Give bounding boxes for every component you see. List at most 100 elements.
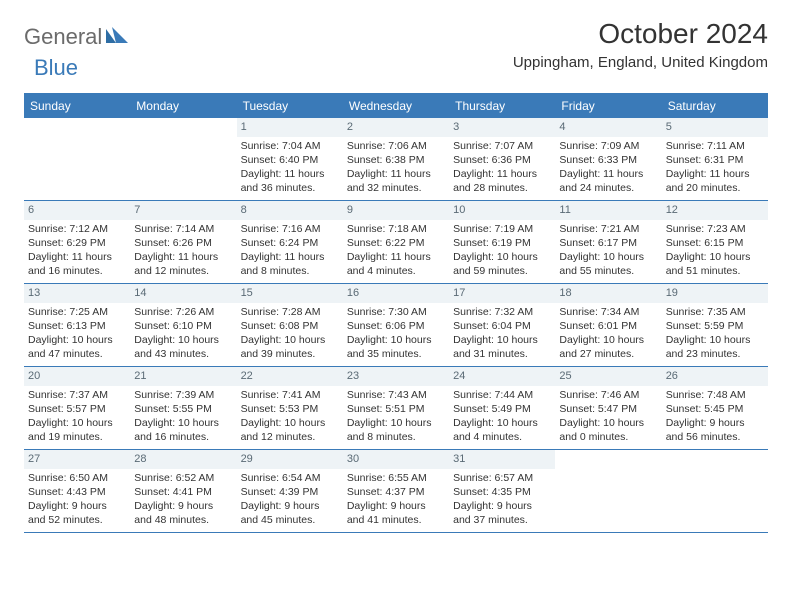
- sunrise-text: Sunrise: 7:39 AM: [134, 388, 232, 402]
- logo-word-1: General: [24, 24, 102, 50]
- day-number: 28: [130, 450, 236, 469]
- sunrise-text: Sunrise: 7:25 AM: [28, 305, 126, 319]
- day-cell: 26Sunrise: 7:48 AMSunset: 5:45 PMDayligh…: [662, 367, 768, 449]
- daylight-text: Daylight: 9 hours and 56 minutes.: [666, 416, 764, 444]
- day-cell: 9Sunrise: 7:18 AMSunset: 6:22 PMDaylight…: [343, 201, 449, 283]
- day-cell: [555, 450, 661, 532]
- sunrise-text: Sunrise: 7:11 AM: [666, 139, 764, 153]
- day-cell: 12Sunrise: 7:23 AMSunset: 6:15 PMDayligh…: [662, 201, 768, 283]
- week-row: 27 Sunrise: 6:50 AMSunset: 4:43 PM Dayligh…: [24, 450, 768, 533]
- day-number: 4: [555, 118, 661, 137]
- logo-word-2: Blue: [34, 55, 78, 81]
- day-number: 13: [24, 284, 130, 303]
- sunset-text: Sunset: 4:43 PM: [28, 485, 126, 499]
- sunrise-text: Sunrise: 7:35 AM: [666, 305, 764, 319]
- sunset-text: Sunset: 6:38 PM: [347, 153, 445, 167]
- day-number: 23: [343, 367, 449, 386]
- dow-cell: Saturday: [662, 95, 768, 118]
- dow-cell: Tuesday: [237, 95, 343, 118]
- day-number: 24: [449, 367, 555, 386]
- day-cell: 18Sunrise: 7:34 AMSunset: 6:01 PMDayligh…: [555, 284, 661, 366]
- day-cell: 13Sunrise: 7:25 AMSunset: 6:13 PMDayligh…: [24, 284, 130, 366]
- day-number: 10: [449, 201, 555, 220]
- day-cell: 25Sunrise: 7:46 AMSunset: 5:47 PMDayligh…: [555, 367, 661, 449]
- day-cell: [130, 118, 236, 200]
- day-number: 3: [449, 118, 555, 137]
- sunrise-text: Sunrise: 7:16 AM: [241, 222, 339, 236]
- week-row: 1Sunrise: 7:04 AMSunset: 6:40 PMDaylight…: [24, 118, 768, 201]
- daylight-text: Daylight: 10 hours and 12 minutes.: [241, 416, 339, 444]
- sunrise-text: Sunrise: 7:12 AM: [28, 222, 126, 236]
- sunrise-text: Sunrise: 7:28 AM: [241, 305, 339, 319]
- sunrise-text: Sunrise: 7:04 AM: [241, 139, 339, 153]
- day-cell: 28Sunrise: 6:52 AMSunset: 4:41 PMDayligh…: [130, 450, 236, 532]
- day-cell: 17Sunrise: 7:32 AMSunset: 6:04 PMDayligh…: [449, 284, 555, 366]
- daylight-text: Daylight: 10 hours and 35 minutes.: [347, 333, 445, 361]
- day-number: 31: [449, 450, 555, 469]
- dow-cell: Monday: [130, 95, 236, 118]
- day-cell: 20Sunrise: 7:37 AMSunset: 5:57 PMDayligh…: [24, 367, 130, 449]
- sunset-text: Sunset: 5:47 PM: [559, 402, 657, 416]
- dow-cell: Thursday: [449, 95, 555, 118]
- sunrise-text: Sunrise: 7:26 AM: [134, 305, 232, 319]
- day-number: 19: [662, 284, 768, 303]
- day-cell: 10Sunrise: 7:19 AMSunset: 6:19 PMDayligh…: [449, 201, 555, 283]
- sunrise-text: Sunrise: 7:34 AM: [559, 305, 657, 319]
- day-number: 2: [343, 118, 449, 137]
- sunrise-text: Sunrise: 7:46 AM: [559, 388, 657, 402]
- daylight-text: Daylight: 10 hours and 55 minutes.: [559, 250, 657, 278]
- sunrise-text: Sunrise: 7:19 AM: [453, 222, 551, 236]
- sunset-text: Sunset: 6:01 PM: [559, 319, 657, 333]
- daylight-text: Daylight: 11 hours and 32 minutes.: [347, 167, 445, 195]
- day-cell: 30Sunrise: 6:55 AMSunset: 4:37 PMDayligh…: [343, 450, 449, 532]
- dow-cell: Wednesday: [343, 95, 449, 118]
- sunset-text: Sunset: 6:24 PM: [241, 236, 339, 250]
- day-cell: 8Sunrise: 7:16 AMSunset: 6:24 PMDaylight…: [237, 201, 343, 283]
- sunset-text: Sunset: 4:37 PM: [347, 485, 445, 499]
- sunset-text: Sunset: 6:40 PM: [241, 153, 339, 167]
- sunset-text: Sunset: 4:39 PM: [241, 485, 339, 499]
- day-number: 27: [24, 450, 130, 469]
- day-cell: 29Sunrise: 6:54 AMSunset: 4:39 PMDayligh…: [237, 450, 343, 532]
- sunset-text: Sunset: 5:59 PM: [666, 319, 764, 333]
- day-cell: [662, 450, 768, 532]
- sunset-text: Sunset: 6:04 PM: [453, 319, 551, 333]
- sunrise-text: Sunrise: 7:18 AM: [347, 222, 445, 236]
- day-cell: 23Sunrise: 7:43 AMSunset: 5:51 PMDayligh…: [343, 367, 449, 449]
- week-row: 6Sunrise: 7:12 AMSunset: 6:29 PMDaylight…: [24, 201, 768, 284]
- title-block: October 2024 Uppingham, England, United …: [513, 18, 768, 71]
- day-number: 6: [24, 201, 130, 220]
- sunrise-text: Sunrise: 6:54 AM: [241, 471, 339, 485]
- daylight-text: Daylight: 10 hours and 27 minutes.: [559, 333, 657, 361]
- day-cell: 21Sunrise: 7:39 AMSunset: 5:55 PMDayligh…: [130, 367, 236, 449]
- day-cell: 19Sunrise: 7:35 AMSunset: 5:59 PMDayligh…: [662, 284, 768, 366]
- day-number: 25: [555, 367, 661, 386]
- daylight-text: Daylight: 10 hours and 16 minutes.: [134, 416, 232, 444]
- day-number: 5: [662, 118, 768, 137]
- day-cell: 2Sunrise: 7:06 AMSunset: 6:38 PMDaylight…: [343, 118, 449, 200]
- sunset-text: Sunset: 5:51 PM: [347, 402, 445, 416]
- day-cell: 14Sunrise: 7:26 AMSunset: 6:10 PMDayligh…: [130, 284, 236, 366]
- daylight-text: Daylight: 10 hours and 8 minutes.: [347, 416, 445, 444]
- calendar: SundayMondayTuesdayWednesdayThursdayFrid…: [24, 93, 768, 533]
- daylight-text: Daylight: 9 hours and 41 minutes.: [347, 499, 445, 527]
- day-number: 11: [555, 201, 661, 220]
- sunrise-text: Sunrise: 7:48 AM: [666, 388, 764, 402]
- daylight-text: Daylight: 10 hours and 51 minutes.: [666, 250, 764, 278]
- day-number: 12: [662, 201, 768, 220]
- dow-row: SundayMondayTuesdayWednesdayThursdayFrid…: [24, 95, 768, 118]
- sunset-text: Sunset: 5:45 PM: [666, 402, 764, 416]
- day-number: 21: [130, 367, 236, 386]
- day-cell: 4Sunrise: 7:09 AMSunset: 6:33 PMDaylight…: [555, 118, 661, 200]
- location-text: Uppingham, England, United Kingdom: [513, 54, 768, 71]
- day-number: 14: [130, 284, 236, 303]
- sunset-text: Sunset: 6:17 PM: [559, 236, 657, 250]
- logo-mark-icon: [106, 27, 128, 48]
- day-cell: 15Sunrise: 7:28 AMSunset: 6:08 PMDayligh…: [237, 284, 343, 366]
- day-number: 29: [237, 450, 343, 469]
- day-cell: 11Sunrise: 7:21 AMSunset: 6:17 PMDayligh…: [555, 201, 661, 283]
- daylight-text: Daylight: 10 hours and 47 minutes.: [28, 333, 126, 361]
- daylight-text: Daylight: 11 hours and 12 minutes.: [134, 250, 232, 278]
- sunset-text: Sunset: 6:08 PM: [241, 319, 339, 333]
- sunrise-text: Sunrise: 6:50 AM: [28, 471, 126, 485]
